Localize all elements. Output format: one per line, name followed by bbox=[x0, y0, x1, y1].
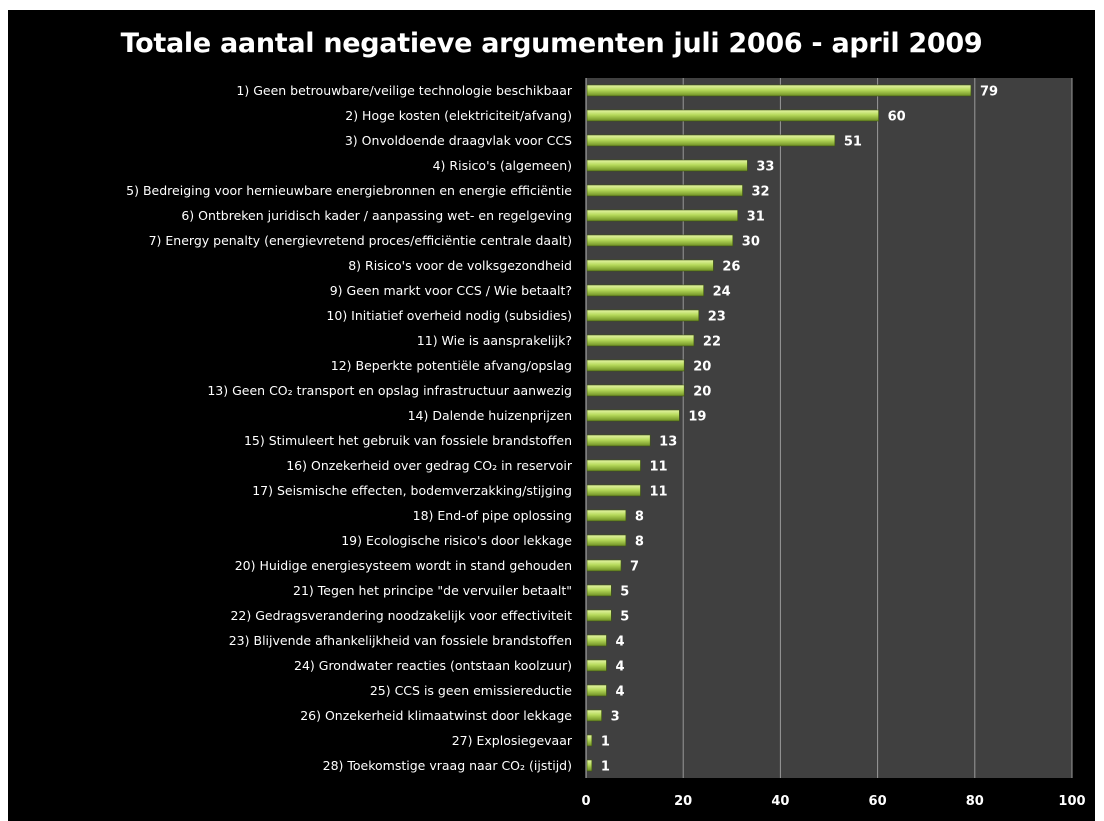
value-label: 79 bbox=[980, 85, 998, 100]
bar bbox=[586, 609, 612, 622]
value-label: 31 bbox=[747, 210, 765, 225]
category-label: 17) Seismische effecten, bodemverzakking… bbox=[252, 483, 572, 498]
category-label: 24) Grondwater reacties (ontstaan koolzu… bbox=[294, 658, 572, 673]
category-label: 18) End-of pipe oplossing bbox=[413, 508, 572, 523]
category-label: 21) Tegen het principe "de vervuiler bet… bbox=[293, 583, 572, 598]
bar bbox=[586, 134, 836, 147]
bar bbox=[586, 584, 612, 597]
value-label: 30 bbox=[742, 235, 760, 250]
bar bbox=[586, 759, 593, 772]
value-label: 3 bbox=[611, 710, 620, 725]
category-label: 15) Stimuleert het gebruik van fossiele … bbox=[244, 433, 572, 448]
category-label: 25) CCS is geen emissiereductie bbox=[370, 683, 572, 698]
bar bbox=[586, 84, 972, 97]
category-label: 23) Blijvende afhankelijkheid van fossie… bbox=[229, 633, 572, 648]
bar bbox=[586, 559, 622, 572]
value-label: 20 bbox=[693, 385, 711, 400]
category-label: 10) Initiatief overheid nodig (subsidies… bbox=[326, 308, 572, 323]
bar bbox=[586, 459, 641, 472]
bar bbox=[586, 259, 714, 272]
bar bbox=[586, 634, 607, 647]
category-label: 8) Risico's voor de volksgezondheid bbox=[348, 258, 572, 273]
value-label: 4 bbox=[615, 685, 624, 700]
bar bbox=[586, 184, 743, 197]
bar bbox=[586, 509, 627, 522]
x-tick-label: 20 bbox=[674, 794, 692, 809]
category-label: 26) Onzekerheid klimaatwinst door lekkag… bbox=[300, 708, 572, 723]
category-label: 14) Dalende huizenprijzen bbox=[408, 408, 572, 423]
bars bbox=[586, 84, 972, 772]
category-label: 28) Toekomstige vraag naar CO₂ (ijstijd) bbox=[323, 758, 572, 773]
value-label: 1 bbox=[601, 735, 610, 750]
bar bbox=[586, 659, 607, 672]
x-tick-label: 60 bbox=[869, 794, 887, 809]
category-label: 7) Energy penalty (energievretend proces… bbox=[149, 233, 572, 248]
value-labels: 7960513332313026242322202019131111887554… bbox=[601, 85, 998, 775]
plot-area bbox=[586, 78, 1072, 778]
category-label: 22) Gedragsverandering noodzakelijk voor… bbox=[230, 608, 572, 623]
category-labels: 1) Geen betrouwbare/veilige technologie … bbox=[126, 83, 573, 773]
bar bbox=[586, 209, 738, 222]
category-label: 11) Wie is aansprakelijk? bbox=[417, 333, 572, 348]
chart-title: Totale aantal negatieve argumenten juli … bbox=[120, 28, 983, 59]
value-label: 24 bbox=[713, 285, 731, 300]
category-label: 5) Bedreiging voor hernieuwbare energieb… bbox=[126, 183, 572, 198]
bar-chart: 1) Geen betrouwbare/veilige technologie … bbox=[126, 78, 1086, 809]
value-label: 7 bbox=[630, 560, 639, 575]
bar bbox=[586, 734, 593, 747]
value-label: 8 bbox=[635, 535, 644, 550]
value-label: 13 bbox=[659, 435, 677, 450]
bar bbox=[586, 384, 685, 397]
value-label: 1 bbox=[601, 760, 610, 775]
value-label: 11 bbox=[649, 460, 667, 475]
value-label: 4 bbox=[615, 635, 624, 650]
category-label: 27) Explosiegevaar bbox=[452, 733, 573, 748]
value-label: 5 bbox=[620, 585, 629, 600]
value-label: 19 bbox=[688, 410, 706, 425]
value-label: 51 bbox=[844, 135, 862, 150]
value-label: 23 bbox=[708, 310, 726, 325]
value-label: 32 bbox=[752, 185, 770, 200]
category-label: 1) Geen betrouwbare/veilige technologie … bbox=[236, 83, 572, 98]
bar bbox=[586, 534, 627, 547]
category-label: 19) Ecologische risico's door lekkage bbox=[341, 533, 572, 548]
bar bbox=[586, 234, 734, 247]
value-label: 60 bbox=[888, 110, 906, 125]
bar bbox=[586, 409, 680, 422]
value-label: 22 bbox=[703, 335, 721, 350]
bar bbox=[586, 684, 607, 697]
chart-frame: Totale aantal negatieve argumenten juli … bbox=[8, 10, 1095, 821]
category-label: 9) Geen markt voor CCS / Wie betaalt? bbox=[330, 283, 572, 298]
category-label: 16) Onzekerheid over gedrag CO₂ in reser… bbox=[286, 458, 573, 473]
bar bbox=[586, 434, 651, 447]
x-tick-label: 0 bbox=[581, 794, 590, 809]
bar bbox=[586, 159, 748, 172]
bar bbox=[586, 334, 695, 347]
bar bbox=[586, 359, 685, 372]
category-label: 3) Onvoldoende draagvlak voor CCS bbox=[345, 133, 572, 148]
x-tick-label: 40 bbox=[771, 794, 789, 809]
value-label: 4 bbox=[615, 660, 624, 675]
value-label: 33 bbox=[756, 160, 774, 175]
x-tick-label: 80 bbox=[966, 794, 984, 809]
bar bbox=[586, 309, 700, 322]
value-label: 20 bbox=[693, 360, 711, 375]
category-label: 6) Ontbreken juridisch kader / aanpassin… bbox=[181, 208, 572, 223]
bar bbox=[586, 484, 641, 497]
category-label: 2) Hoge kosten (elektriciteit/afvang) bbox=[345, 108, 572, 123]
bar bbox=[586, 284, 704, 297]
value-label: 8 bbox=[635, 510, 644, 525]
bar bbox=[586, 109, 879, 122]
category-label: 12) Beperkte potentiële afvang/opslag bbox=[331, 358, 572, 373]
category-label: 20) Huidige energiesysteem wordt in stan… bbox=[235, 558, 572, 573]
value-label: 11 bbox=[649, 485, 667, 500]
category-label: 4) Risico's (algemeen) bbox=[433, 158, 572, 173]
bar bbox=[586, 709, 602, 722]
x-axis-ticks: 0 20 40 60 80 100 bbox=[581, 794, 1085, 809]
value-label: 26 bbox=[722, 260, 740, 275]
category-label: 13) Geen CO₂ transport en opslag infrast… bbox=[207, 383, 572, 398]
value-label: 5 bbox=[620, 610, 629, 625]
x-tick-label: 100 bbox=[1058, 794, 1085, 809]
